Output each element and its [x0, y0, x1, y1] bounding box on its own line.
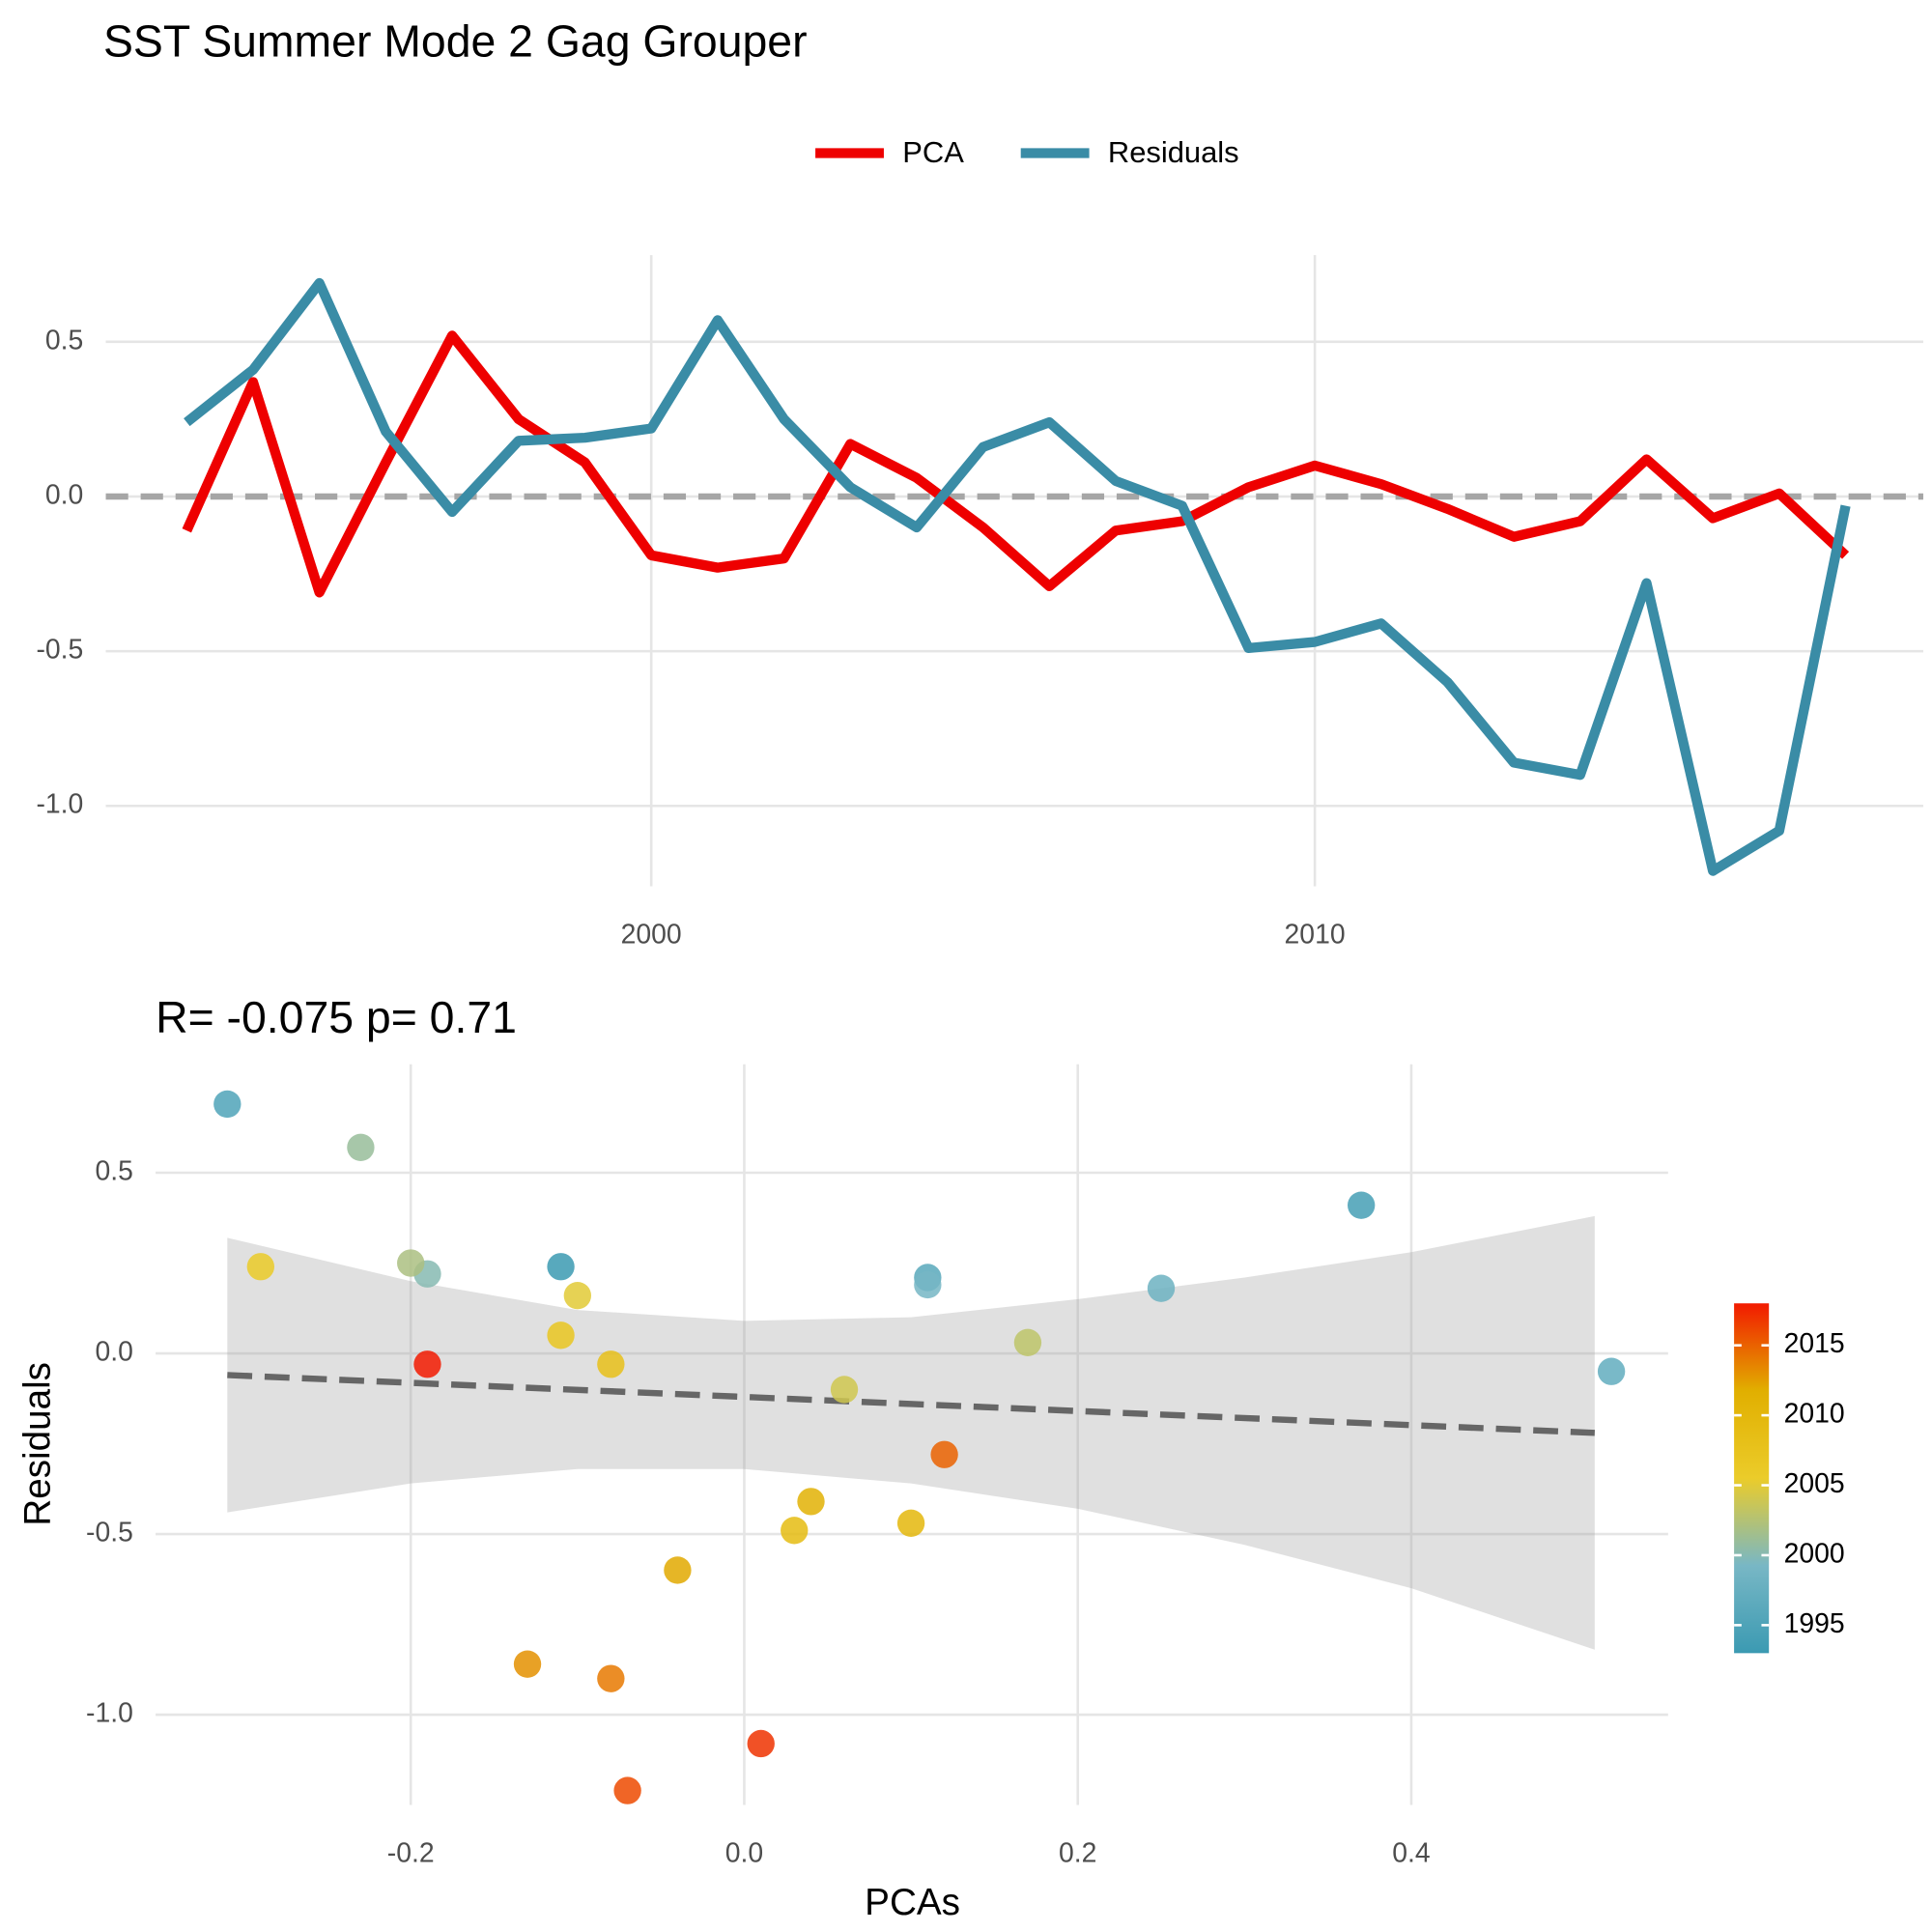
scatter-point — [1147, 1274, 1176, 1302]
colorbar — [1734, 1303, 1770, 1654]
chart-subtitle: R= -0.075 p= 0.71 — [156, 992, 517, 1042]
chart-title: SST Summer Mode 2 Gag Grouper — [103, 16, 808, 67]
colorbar-label: 1995 — [1784, 1608, 1845, 1639]
scatter-point — [613, 1776, 641, 1804]
x-axis-label: PCAs — [865, 1882, 960, 1923]
colorbar-label: 2000 — [1784, 1538, 1845, 1569]
scatter-point — [747, 1729, 775, 1758]
scatter-point — [664, 1556, 692, 1584]
scatter-point — [797, 1488, 825, 1516]
x-tick-label: 0.2 — [1059, 1838, 1096, 1869]
line-series — [184, 277, 1851, 876]
scatter-point — [1013, 1328, 1042, 1356]
y-tick-label: -1.0 — [86, 1698, 133, 1729]
scatter-point — [246, 1253, 275, 1281]
scatter-point — [513, 1650, 542, 1678]
x-tick-label: 2000 — [621, 920, 682, 951]
scatter-point — [547, 1253, 575, 1281]
line-series — [182, 330, 1850, 598]
y-axis-label: Residuals — [16, 1362, 58, 1526]
colorbar-label: 2005 — [1784, 1468, 1845, 1499]
scatter-point — [1347, 1191, 1376, 1219]
x-tick-label: 0.4 — [1392, 1838, 1430, 1869]
scatter-point — [347, 1133, 375, 1162]
colorbar-label: 2015 — [1784, 1328, 1845, 1359]
scatter-point — [896, 1509, 925, 1537]
scatter-point — [413, 1350, 441, 1378]
colorbar-label: 2010 — [1784, 1399, 1845, 1430]
scatter-point — [914, 1270, 942, 1299]
x-tick-label: 0.0 — [725, 1838, 763, 1869]
scatter-point — [397, 1249, 425, 1277]
scatter-point — [563, 1282, 592, 1310]
x-tick-label: -0.2 — [387, 1838, 435, 1869]
scatter-point — [830, 1376, 859, 1404]
y-tick-label: 0.0 — [45, 479, 83, 510]
y-tick-label: -1.0 — [36, 789, 83, 820]
scatter-point — [930, 1440, 958, 1468]
y-tick-label: 0.5 — [95, 1155, 132, 1186]
legend-label: PCA — [902, 135, 964, 169]
y-tick-label: 0.0 — [95, 1337, 132, 1368]
y-tick-label: -0.5 — [36, 635, 83, 666]
legend-label: Residuals — [1108, 135, 1239, 169]
scatter-point — [781, 1517, 809, 1545]
x-tick-label: 2010 — [1285, 920, 1346, 951]
trend-line — [227, 1372, 1595, 1436]
scatter-point — [547, 1321, 575, 1350]
scatter-point — [1597, 1357, 1626, 1385]
scatter-point — [597, 1350, 625, 1378]
scatter-point — [597, 1664, 625, 1692]
scatter-point — [213, 1090, 242, 1119]
y-tick-label: 0.5 — [45, 325, 83, 355]
y-tick-label: -0.5 — [86, 1518, 133, 1548]
